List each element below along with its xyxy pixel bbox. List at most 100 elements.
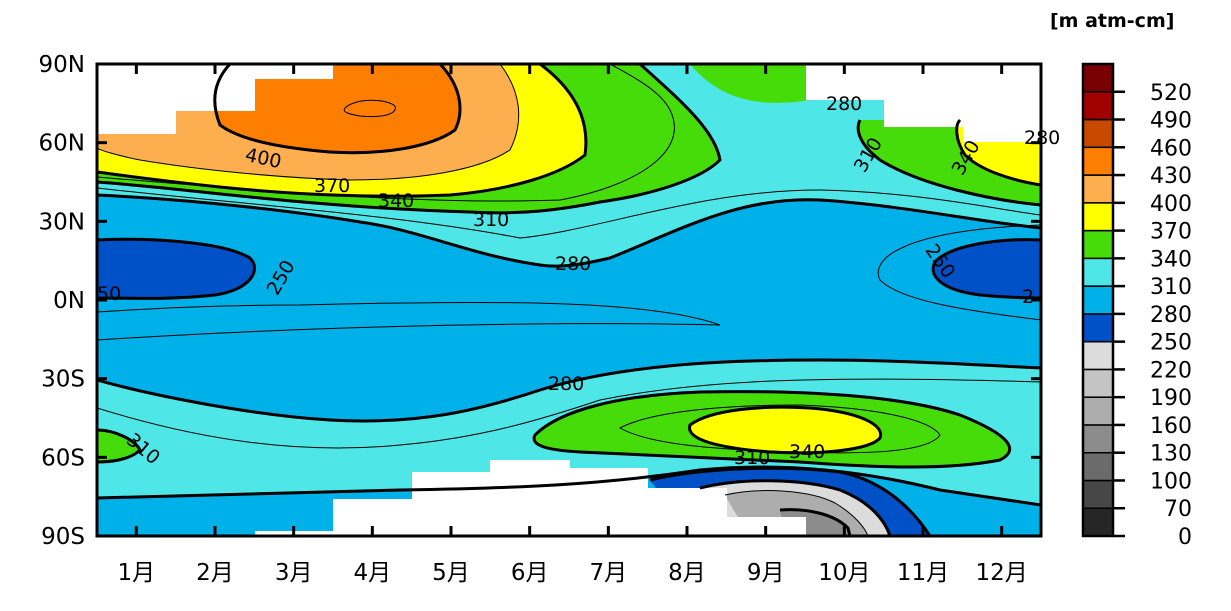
contour-310-ne — [856, 119, 1041, 207]
contour-430-north — [343, 99, 396, 118]
polar-night-south-mask — [255, 460, 806, 536]
x-tick-label: 3月 — [275, 560, 313, 586]
x-tick-label: 4月 — [354, 560, 392, 586]
contour-340-north — [97, 64, 588, 198]
colorbar-tick-label: 100 — [1150, 469, 1192, 494]
colorbar-swatch — [1082, 451, 1114, 482]
polar-night-north-mask — [97, 64, 1041, 142]
field-400-430-north — [214, 64, 460, 153]
contour-265-east — [877, 224, 1041, 321]
contour-400-north — [213, 64, 462, 155]
contour-label: 280 — [548, 373, 584, 395]
colorbar-tick-label: 490 — [1150, 109, 1192, 134]
x-tick-label: 11月 — [897, 560, 949, 586]
x-tick-label: 7月 — [590, 560, 628, 586]
colorbar-tick-label: 280 — [1150, 303, 1192, 328]
colorbar-tick-label: 190 — [1150, 386, 1192, 411]
field-340-370-south — [689, 407, 881, 453]
colorbar-swatch — [1082, 340, 1114, 371]
x-tick-label: 5月 — [432, 560, 470, 586]
colorbar-swatch — [1082, 396, 1114, 426]
colorbar-swatch — [1082, 257, 1114, 287]
colorbar-swatch — [1082, 368, 1114, 398]
contour-190-hole — [724, 490, 869, 536]
x-tick-label: 2月 — [196, 560, 234, 586]
field-220-250-east — [933, 239, 1041, 298]
y-tick-label: 90S — [41, 524, 85, 550]
colorbar-swatch — [1082, 424, 1114, 454]
contour-310-north — [97, 64, 722, 215]
contour-325-north — [97, 64, 675, 202]
colorbar-tick-label: 460 — [1150, 136, 1192, 161]
colorbar-tick-label: 520 — [1150, 81, 1192, 106]
y-tick-label: 90N — [39, 52, 85, 78]
contour-370-north — [97, 64, 520, 181]
contour-325-south — [618, 404, 941, 454]
colorbar-tick-label: 0 — [1178, 525, 1192, 550]
colorbar-swatch — [1082, 313, 1114, 343]
colorbar-tick-label: 250 — [1150, 331, 1192, 356]
colorbar-swatch — [1082, 507, 1114, 537]
y-tick-label: 30N — [39, 209, 85, 235]
x-tick-label: 1月 — [118, 560, 156, 586]
contour-label: 280 — [555, 253, 591, 275]
colorbar-swatch — [1082, 146, 1114, 176]
colorbar-tick-label: 370 — [1150, 220, 1192, 245]
colorbar-tick-label: 160 — [1150, 414, 1192, 439]
contour-160-hole — [779, 508, 852, 536]
colorbar-frame — [1081, 62, 1115, 538]
x-tick-label: 10月 — [818, 560, 870, 586]
contour-340-south — [688, 405, 883, 455]
colorbar-tick-label: 340 — [1150, 247, 1192, 272]
colorbar-swatch — [1082, 479, 1114, 509]
contour-label: 50 — [97, 283, 121, 305]
contour-310-south — [532, 390, 1012, 469]
colorbar-tick-label: 430 — [1150, 164, 1192, 189]
contour-280-north — [97, 193, 1041, 268]
colorbar-swatch — [1082, 285, 1114, 315]
colorbar-unit-label: [m atm-cm] — [1050, 10, 1174, 32]
contour-250-hole — [649, 466, 932, 536]
contour-label: 280 — [826, 93, 862, 115]
y-tick-label: 30S — [41, 367, 85, 393]
contour-250-west — [97, 237, 256, 300]
field-220-250-west — [97, 239, 255, 299]
contour-line-layer — [97, 64, 1041, 536]
contour-280-south — [97, 358, 1041, 423]
contour-250-east — [931, 238, 1041, 300]
colorbar-tick-label: 400 — [1150, 192, 1192, 217]
colorbar-swatch — [1082, 229, 1114, 260]
x-tick-label: 8月 — [668, 560, 706, 586]
contour-label: 370 — [314, 175, 350, 197]
colorbar-swatch — [1082, 174, 1114, 204]
colorbar: 0701001301601902202502803103403704004304… — [1081, 62, 1192, 550]
contour-295-south — [97, 378, 1041, 449]
y-axis: 90N 60N 30N 0N 30S 60S 90S — [39, 52, 1041, 550]
contour-label: 310 — [473, 209, 509, 231]
x-tick-label: 9月 — [747, 560, 785, 586]
contour-295-north — [97, 187, 1041, 239]
y-tick-label: 0N — [53, 288, 85, 314]
contour-265-trop — [97, 301, 721, 341]
y-tick-label: 60S — [41, 445, 85, 471]
x-tick-label: 6月 — [511, 560, 549, 586]
colorbar-swatch — [1082, 91, 1114, 121]
contour-label: 340 — [378, 190, 414, 212]
contour-label: 2 — [1022, 286, 1034, 308]
colorbar-tick-label: 310 — [1150, 275, 1192, 300]
x-tick-label: 12月 — [976, 560, 1028, 586]
colorbar-swatch — [1082, 202, 1114, 232]
colorbar-swatch — [1082, 118, 1114, 149]
contour-220-hole — [699, 479, 892, 536]
contour-label: 340 — [789, 441, 825, 463]
contour-label: 310 — [734, 447, 770, 469]
colorbar-tick-label: 220 — [1150, 358, 1192, 383]
colorbar-tick-label: 70 — [1164, 497, 1192, 522]
colorbar-swatch — [1082, 63, 1114, 93]
contour-310-sw — [97, 428, 142, 464]
x-axis: 1月 2月 3月 4月 5月 6月 7月 8月 9月 10月 11月 12月 — [118, 64, 1028, 586]
contour-340-ne — [955, 118, 1041, 187]
y-tick-label: 60N — [39, 131, 85, 157]
colorbar-tick-label: 130 — [1150, 442, 1192, 467]
